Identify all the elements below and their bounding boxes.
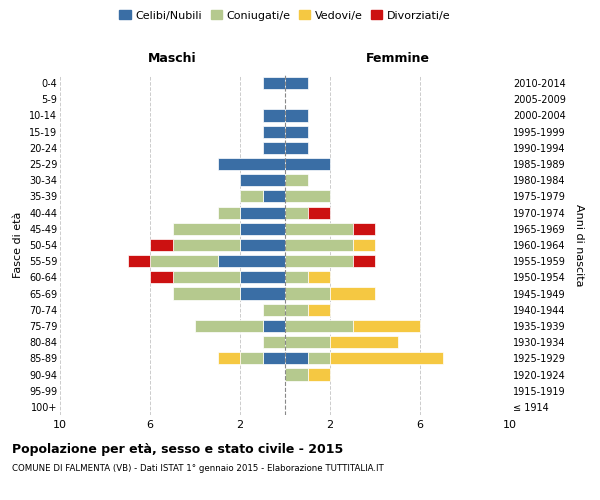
- Bar: [285, 206, 308, 218]
- Bar: [308, 206, 330, 218]
- Bar: [263, 142, 285, 154]
- Bar: [285, 352, 308, 364]
- Bar: [263, 190, 285, 202]
- Bar: [240, 272, 285, 283]
- Bar: [173, 272, 240, 283]
- Bar: [128, 255, 150, 268]
- Bar: [285, 368, 308, 380]
- Bar: [240, 239, 285, 251]
- Text: Femmine: Femmine: [365, 52, 430, 65]
- Bar: [330, 288, 375, 300]
- Bar: [285, 239, 353, 251]
- Bar: [285, 158, 330, 170]
- Bar: [353, 239, 375, 251]
- Bar: [240, 288, 285, 300]
- Bar: [240, 190, 263, 202]
- Bar: [263, 320, 285, 332]
- Bar: [285, 272, 308, 283]
- Bar: [218, 352, 240, 364]
- Bar: [285, 304, 308, 316]
- Bar: [218, 158, 285, 170]
- Bar: [240, 222, 285, 235]
- Bar: [173, 222, 240, 235]
- Y-axis label: Anni di nascita: Anni di nascita: [574, 204, 584, 286]
- Bar: [285, 320, 353, 332]
- Bar: [263, 352, 285, 364]
- Bar: [173, 239, 240, 251]
- Bar: [263, 336, 285, 348]
- Bar: [173, 288, 240, 300]
- Bar: [218, 255, 285, 268]
- Bar: [263, 304, 285, 316]
- Legend: Celibi/Nubili, Coniugati/e, Vedovi/e, Divorziati/e: Celibi/Nubili, Coniugati/e, Vedovi/e, Di…: [115, 6, 455, 25]
- Bar: [330, 336, 398, 348]
- Bar: [353, 320, 420, 332]
- Bar: [150, 255, 218, 268]
- Bar: [308, 304, 330, 316]
- Y-axis label: Fasce di età: Fasce di età: [13, 212, 23, 278]
- Bar: [263, 110, 285, 122]
- Bar: [263, 126, 285, 138]
- Bar: [330, 352, 443, 364]
- Bar: [285, 126, 308, 138]
- Bar: [240, 352, 263, 364]
- Bar: [240, 206, 285, 218]
- Bar: [285, 190, 330, 202]
- Bar: [285, 222, 353, 235]
- Text: COMUNE DI FALMENTA (VB) - Dati ISTAT 1° gennaio 2015 - Elaborazione TUTTITALIA.I: COMUNE DI FALMENTA (VB) - Dati ISTAT 1° …: [12, 464, 384, 473]
- Bar: [308, 272, 330, 283]
- Bar: [150, 272, 173, 283]
- Text: Maschi: Maschi: [148, 52, 197, 65]
- Bar: [353, 222, 375, 235]
- Bar: [285, 255, 353, 268]
- Bar: [263, 77, 285, 89]
- Bar: [218, 206, 240, 218]
- Bar: [285, 336, 330, 348]
- Bar: [195, 320, 263, 332]
- Bar: [353, 255, 375, 268]
- Bar: [308, 352, 330, 364]
- Bar: [285, 174, 308, 186]
- Bar: [285, 142, 308, 154]
- Bar: [285, 288, 330, 300]
- Bar: [150, 239, 173, 251]
- Bar: [285, 110, 308, 122]
- Text: Popolazione per età, sesso e stato civile - 2015: Popolazione per età, sesso e stato civil…: [12, 442, 343, 456]
- Bar: [240, 174, 285, 186]
- Bar: [285, 77, 308, 89]
- Bar: [308, 368, 330, 380]
